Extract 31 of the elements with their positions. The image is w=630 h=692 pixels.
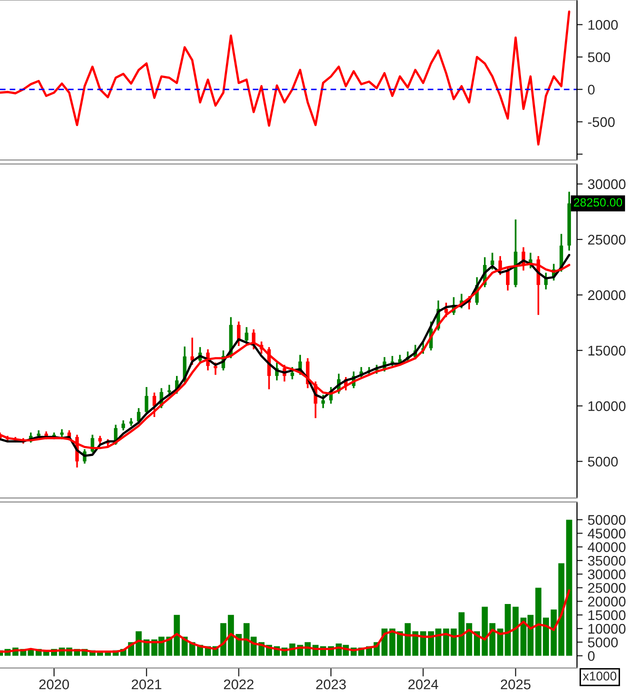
y-tick-label: 30000 xyxy=(588,569,626,580)
y-tick-label: 15000 xyxy=(588,610,626,620)
line-series xyxy=(0,589,570,653)
y-tick-label: 15000 xyxy=(588,346,626,356)
y-tick-label: 1000 xyxy=(588,20,618,30)
y-tick-label: 500 xyxy=(588,52,610,62)
y-tick-label: 5000 xyxy=(588,456,618,467)
y-tick-label: -500 xyxy=(588,117,615,127)
y-tick-label: 5000 xyxy=(588,637,618,648)
y-tick-label: 10000 xyxy=(588,624,626,634)
y-tick-label: 25000 xyxy=(588,234,626,245)
x-tick-label: 2024 xyxy=(408,679,438,690)
x-tick-label: 2021 xyxy=(132,679,162,690)
x-tick-label: 2022 xyxy=(224,679,254,690)
x-tick-label: 2020 xyxy=(39,679,69,690)
annotation: 28250.00 xyxy=(574,198,622,207)
y-tick-label: 10000 xyxy=(588,401,626,412)
y-tick-label: 25000 xyxy=(588,583,626,593)
x-tick-label: 2025 xyxy=(500,679,530,690)
line-series xyxy=(0,10,570,146)
y-tick-label: 45000 xyxy=(588,528,626,538)
y-tick-label: 30000 xyxy=(588,179,626,190)
y-tick-label: 35000 xyxy=(588,556,626,566)
y-tick-label: 20000 xyxy=(588,290,626,300)
y-tick-label: 40000 xyxy=(588,542,626,552)
y-tick-label: 20000 xyxy=(588,596,626,606)
x-tick-label: 2023 xyxy=(316,679,346,690)
text: x1000 xyxy=(582,672,616,680)
y-tick-label: 50000 xyxy=(588,515,626,525)
y-tick-label: 0 xyxy=(588,84,595,95)
y-tick-label: 0 xyxy=(588,651,595,661)
